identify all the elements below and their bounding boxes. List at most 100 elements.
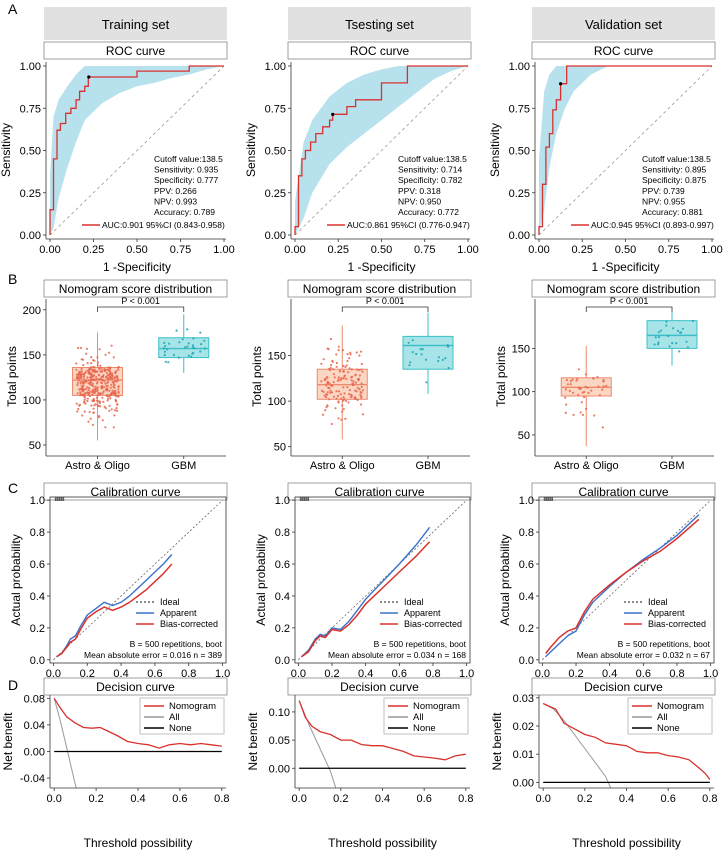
- dca-testing-plot-area: [298, 700, 466, 788]
- box-training-point: [108, 351, 111, 354]
- box-training-point: [80, 370, 83, 373]
- box-training-point: [105, 375, 108, 378]
- roc-testing-x-tick-label: 0.75: [414, 244, 435, 256]
- box-training-point: [85, 352, 88, 355]
- box-testing-box: [402, 335, 454, 370]
- column-header-validation-bg: [532, 7, 715, 40]
- box-validation-point: [584, 385, 587, 388]
- box-training-point: [92, 407, 95, 410]
- cal-training-chart: Calibration curve 0.00.0 0.2 0.2 0.4 0.4 0.6 0.…: [9, 482, 230, 694]
- box-validation-point: [653, 343, 656, 346]
- box-training-point: [91, 384, 94, 387]
- box-training-point: [101, 392, 104, 395]
- box-training-point: [96, 381, 99, 384]
- cal-training-apparent-line: [56, 554, 173, 658]
- box-training-point: [86, 376, 89, 379]
- box-testing-point: [337, 349, 340, 352]
- box-training-point: [106, 377, 109, 380]
- cal-validation-y-tick-label: 0.0: [519, 655, 534, 667]
- cal-testing-y-tick-label: 0.6: [275, 559, 290, 571]
- dca-testing-legend-label: Nomogram: [413, 701, 460, 712]
- roc-testing-legend-label: AUC:0.861 95%CI (0.776-0.947): [347, 220, 470, 230]
- box-testing-point: [324, 409, 327, 412]
- column-title-validation: Validation set: [585, 17, 662, 32]
- box-training-point: [163, 341, 166, 344]
- cal-testing-title: Calibration curve: [334, 485, 424, 499]
- box-training-point: [83, 400, 86, 403]
- cal-validation-bias-corrected-line: [545, 518, 700, 654]
- dca-training-nomogram-line: [53, 697, 222, 749]
- dca-training-legend-label: None: [169, 723, 192, 734]
- box-validation-point: [685, 340, 688, 343]
- box-testing-point: [342, 399, 345, 402]
- box-validation-point: [668, 345, 671, 348]
- box-training-point: [117, 365, 120, 369]
- box-validation-point: [598, 394, 602, 397]
- box-training-point: [106, 393, 109, 397]
- roc-testing-x-tick-label: 1.00: [457, 244, 478, 256]
- box-training-point: [90, 362, 93, 365]
- box-testing-point: [326, 347, 329, 350]
- box-testing-point: [420, 353, 423, 356]
- dca-training-legend-label: All: [169, 712, 180, 723]
- cal-validation-x-tick-label: 1.0: [703, 668, 718, 680]
- box-validation-point: [579, 387, 582, 390]
- dca-validation-y-tick-label: 0.01: [513, 749, 534, 761]
- roc-validation-y-tick-label: 0.00: [509, 230, 530, 242]
- box-validation-point: [585, 407, 588, 410]
- box-training-point: [115, 407, 118, 410]
- dca-validation-legend-label: All: [657, 712, 668, 723]
- cal-validation-apparent-line: [545, 514, 700, 658]
- box-testing-point: [332, 381, 335, 384]
- roc-validation-y-label: Sensitivity: [488, 123, 502, 177]
- box-training-point: [113, 409, 117, 412]
- dca-testing-y-tick-label: 0.10: [269, 707, 290, 719]
- box-testing-point: [354, 381, 357, 384]
- roc-training-legend-label: AUC:0.901 95%CI (0.843-0.958): [102, 220, 225, 230]
- box-training-point: [163, 353, 166, 357]
- box-training-point: [110, 383, 113, 386]
- box-training-point: [104, 426, 107, 429]
- box-training-point: [199, 350, 202, 353]
- box-training-point: [83, 398, 86, 401]
- box-validation-point: [675, 342, 678, 345]
- box-training-point: [77, 407, 80, 411]
- box-training-point: [203, 339, 206, 342]
- roc-training-x-tick-label: 0.75: [170, 244, 191, 256]
- roc-validation-x-tick-label: 0.00: [528, 244, 549, 256]
- box-training-point: [116, 379, 120, 382]
- box-testing-point: [346, 386, 349, 389]
- box-testing-y-label: Total points: [250, 346, 264, 407]
- box-testing-significance-bracket: [341, 306, 429, 312]
- box-validation-point: [580, 401, 583, 404]
- roc-validation-x-tick-label: 0.25: [572, 244, 593, 256]
- box-testing-point: [441, 358, 444, 361]
- box-training-point: [89, 417, 92, 420]
- box-training-point: [87, 379, 90, 382]
- box-training-point: [113, 383, 116, 387]
- box-validation-point: [601, 426, 604, 429]
- roc-validation-stat-line: Accuracy: 0.881: [642, 207, 703, 217]
- box-validation-point: [587, 391, 590, 394]
- box-validation-point: [665, 324, 668, 327]
- box-testing-point: [344, 365, 347, 369]
- box-validation-point: [657, 336, 661, 339]
- box-validation-point: [667, 334, 670, 338]
- roc-testing-y-tick-label: 0.50: [265, 146, 286, 158]
- cal-testing-note-line: Mean absolute error = 0.034 n = 168: [328, 650, 466, 660]
- box-testing-point: [331, 360, 334, 363]
- box-training-point: [96, 378, 99, 381]
- box-training-point: [103, 369, 107, 372]
- box-training-point: [186, 328, 189, 331]
- cal-validation-x-tick-label: 0.6: [636, 668, 651, 680]
- roc-training-stat-line: Sensitivity: 0.935: [154, 165, 219, 175]
- box-testing-point: [360, 396, 363, 399]
- roc-training-stat-line: PPV: 0.266: [154, 186, 197, 196]
- box-training-point: [117, 385, 120, 388]
- roc-training-chart: ROC curve 0.00 0.00 0.25 0.25 0.50 0.50 0.75 0.7…: [0, 41, 235, 274]
- box-testing-point: [411, 351, 414, 354]
- box-training-point: [86, 399, 89, 403]
- box-testing-point: [425, 381, 428, 384]
- box-training-point: [93, 404, 96, 407]
- dca-training-y-tick-label: 0.04: [24, 720, 45, 732]
